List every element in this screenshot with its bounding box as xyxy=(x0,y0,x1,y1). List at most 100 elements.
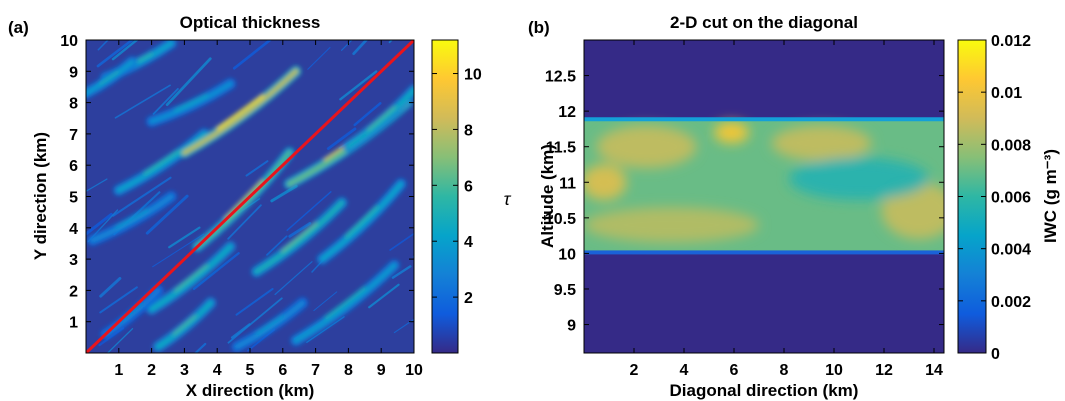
colorbar-b-tick-label: 0.004 xyxy=(991,242,1031,259)
colorbar-b-tick-label: 0.01 xyxy=(991,85,1022,102)
streak-mid xyxy=(254,200,345,275)
y-tick-label-b: 9 xyxy=(567,318,576,335)
x-tick-label-b: 6 xyxy=(730,362,739,379)
x-tick-label-a: 2 xyxy=(147,362,156,379)
heatmap-a-texture-streak xyxy=(114,84,171,119)
streak-core xyxy=(114,208,149,229)
colorbar-b-tick-label: 0.008 xyxy=(991,137,1031,154)
iwc-region xyxy=(789,157,929,201)
axes-a-ticks: 1 2 3 4 5 6 7 8 9 10 1 2 3 4 5 6 7 8 9 10 xyxy=(60,33,423,379)
heatmap-a-texture-streak xyxy=(313,291,338,312)
colorbar-b-label: IWC (g m⁻³) xyxy=(1041,149,1060,243)
y-tick-label-b: 11 xyxy=(559,175,576,192)
y-tick-label-b: 10 xyxy=(558,246,576,263)
cloud-layer-iwc-structure xyxy=(584,121,944,243)
diagonal-cut-line xyxy=(86,40,414,353)
y-tick-label-a: 4 xyxy=(69,221,78,238)
colorbar-b-tick-label: 0 xyxy=(991,346,1000,363)
heatmap-a-texture-streak xyxy=(266,235,288,256)
heatmap-a-texture-streak xyxy=(353,102,382,127)
streak-core xyxy=(143,149,180,175)
streak-mid xyxy=(181,68,299,156)
heatmap-a-texture-streak xyxy=(99,286,138,314)
streak-core xyxy=(280,222,318,253)
heatmap-a-texture-streak xyxy=(111,40,139,61)
colorbar-a xyxy=(432,40,458,353)
heatmap-a-texture-streak xyxy=(306,316,345,343)
heatmap-a-texture-streak xyxy=(193,342,207,353)
streak-mid xyxy=(149,81,233,124)
heatmap-a-texture-streak xyxy=(112,176,172,217)
streak-core xyxy=(120,302,144,323)
x-tick-label-b: 12 xyxy=(875,362,893,379)
streak-core xyxy=(255,314,285,335)
heatmap-a-texture-streak xyxy=(192,252,240,291)
axes-b-frame xyxy=(583,39,945,354)
heatmap-a-texture-streak xyxy=(235,287,274,316)
streak-mid xyxy=(234,300,305,350)
streak-mid xyxy=(293,262,397,343)
panel-b-label: (b) xyxy=(528,18,550,37)
panel-b-title: 2-D cut on the diagonal xyxy=(670,13,858,32)
streak-core xyxy=(223,179,264,220)
x-tick-label-a: 6 xyxy=(278,362,287,379)
heatmap-a-texture-streak xyxy=(274,261,313,296)
axis-b-ylabel: Altitude (km) xyxy=(538,144,557,248)
y-tick-label-a: 2 xyxy=(69,283,78,300)
heatmap-a-texture-streak xyxy=(165,57,212,107)
colorbar-a-tick-label: 2 xyxy=(464,290,473,307)
y-tick-label-b: 9.5 xyxy=(554,282,576,299)
colorbar-a-tick-label: 6 xyxy=(464,178,473,195)
y-tick-label-b: 10.5 xyxy=(545,211,576,228)
y-tick-label-a: 10 xyxy=(60,33,78,50)
streak-mid xyxy=(319,181,404,262)
colorbar-b-ticks: 0 0.002 0.004 0.006 0.008 0.01 0.012 xyxy=(958,33,1031,363)
colorbar-b-tick-label: 0.006 xyxy=(991,190,1031,207)
iwc-region xyxy=(596,125,697,169)
heatmap-a-streaks xyxy=(86,40,414,353)
optical-thickness-heatmap xyxy=(86,40,414,353)
y-tick-label-a: 7 xyxy=(69,127,78,144)
iwc-region xyxy=(584,164,627,201)
heatmap-a-texture-streak xyxy=(99,277,122,298)
x-tick-label-a: 7 xyxy=(311,362,320,379)
x-tick-label-a: 3 xyxy=(180,362,189,379)
panel-a: (a) Optical thickness 1 2 3 4 5 6 7 8 9 10 1 2 3 4 5 6 7… xyxy=(8,13,512,400)
cloud-base-edge xyxy=(584,250,944,255)
streak-core xyxy=(173,93,208,112)
streak-mid xyxy=(155,300,214,350)
streak-mid xyxy=(90,194,174,243)
heatmap-a-texture-streak xyxy=(232,40,273,70)
streak-mid xyxy=(345,87,414,149)
heatmap-a-texture-streak xyxy=(307,46,331,70)
axis-a-ylabel: Y direction (km) xyxy=(31,132,50,260)
heatmap-a-texture-streak xyxy=(245,160,269,177)
x-tick-label-a: 5 xyxy=(246,362,255,379)
heatmap-a-texture-streak xyxy=(145,194,189,235)
x-tick-label-b: 14 xyxy=(925,362,943,379)
heatmap-a-texture-streak xyxy=(286,191,332,232)
y-tick-label-a: 3 xyxy=(69,252,78,269)
x-tick-label-a: 4 xyxy=(213,362,222,379)
x-tick-label-b: 10 xyxy=(825,362,843,379)
heatmap-a-texture-streak xyxy=(97,40,110,51)
colorbar-a-ticks: 2 4 6 8 10 xyxy=(432,67,482,307)
heatmap-a-texture-streak xyxy=(352,40,369,56)
colorbar-b-tick-label: 0.012 xyxy=(991,33,1031,50)
heatmap-a-texture-streak xyxy=(340,40,353,51)
panel-a-title: Optical thickness xyxy=(180,13,321,32)
streak-core xyxy=(344,205,379,238)
x-tick-label-a: 10 xyxy=(405,362,423,379)
streak-mid xyxy=(86,59,135,96)
heatmap-a-texture-streak xyxy=(96,40,135,68)
y-tick-label-a: 1 xyxy=(69,315,78,332)
axis-a-xlabel: X direction (km) xyxy=(186,381,314,400)
heatmap-a-texture-streak xyxy=(288,222,312,238)
x-tick-label-b: 4 xyxy=(680,362,689,379)
streak-core xyxy=(172,314,197,335)
heatmap-a-texture-streak xyxy=(152,88,179,115)
y-tick-label-b: 11.5 xyxy=(546,140,576,157)
streak-mid xyxy=(149,244,233,312)
heatmap-a-texture-streak xyxy=(86,212,113,236)
